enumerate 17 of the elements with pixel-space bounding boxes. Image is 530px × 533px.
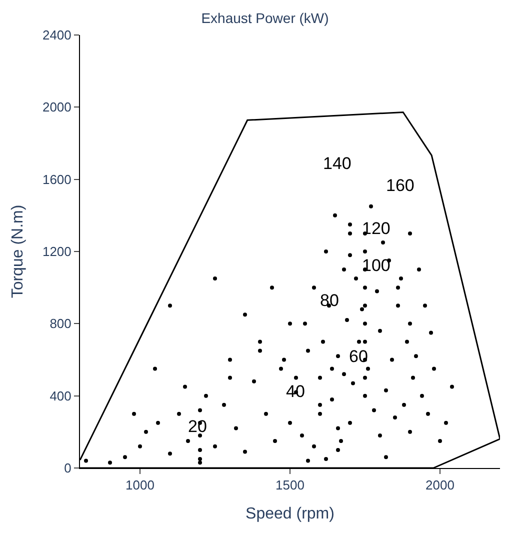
annotation: 120 <box>362 219 390 238</box>
y-axis-title: Torque (N.m) <box>9 204 26 298</box>
annotation: 160 <box>386 176 414 195</box>
y-tick-label: 1200 <box>42 244 72 260</box>
x-tick-label: 1500 <box>276 478 304 493</box>
annotation: 80 <box>320 291 339 310</box>
y-tick-label: 0 <box>64 460 72 476</box>
chart-title: Exhaust Power (kW) <box>201 10 329 26</box>
y-tick-label: 1600 <box>42 172 72 187</box>
x-tick-label: 2000 <box>426 478 454 493</box>
y-tick-label: 800 <box>50 316 72 332</box>
x-tick-label: 1000 <box>126 478 154 493</box>
annotation: 140 <box>323 154 352 173</box>
y-tick-label: 2400 <box>42 28 72 43</box>
x-axis-title: Speed (rpm) <box>246 505 334 522</box>
y-tick-label: 2000 <box>42 100 72 115</box>
y-tick-label: 400 <box>50 388 72 404</box>
